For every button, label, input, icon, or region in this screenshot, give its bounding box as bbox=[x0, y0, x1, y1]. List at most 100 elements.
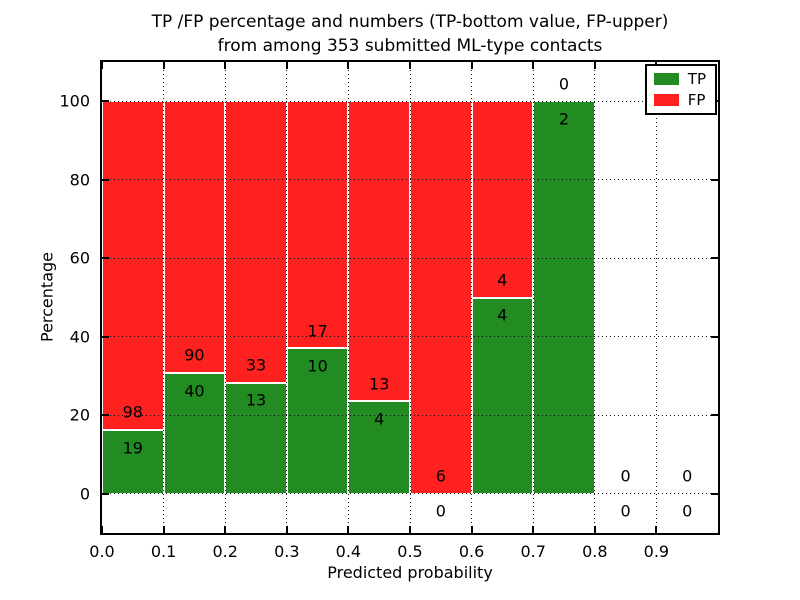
annotation-fp-count-0: 98 bbox=[122, 402, 143, 422]
y-tick-mark-right bbox=[711, 492, 718, 495]
chart-title-line1: TP /FP percentage and numbers (TP-bottom… bbox=[151, 12, 669, 32]
grid-line-x-0.2 bbox=[224, 62, 226, 533]
x-tick-label-0.3: 0.3 bbox=[274, 542, 300, 561]
bar-segment-fp-1 bbox=[163, 101, 226, 373]
x-tick-mark-top bbox=[162, 62, 165, 69]
x-tick-label-0.9: 0.9 bbox=[643, 542, 670, 561]
x-tick-mark-bottom bbox=[347, 526, 350, 533]
annotation-tp-count-8: 0 bbox=[620, 501, 631, 521]
bar-segment-fp-2 bbox=[225, 101, 287, 383]
annotation-tp-count-2: 13 bbox=[245, 390, 267, 410]
grid-line-y-60 bbox=[102, 257, 718, 259]
chart-title-line2: from among 353 submitted ML-type contact… bbox=[217, 36, 603, 56]
grid-line-x-0.6 bbox=[471, 62, 473, 533]
annotation-tp-count-7: 2 bbox=[558, 109, 570, 129]
y-tick-label-60: 60 bbox=[69, 248, 90, 268]
bar-segment-fp-0 bbox=[102, 101, 164, 430]
grid-line-y-100 bbox=[102, 100, 718, 102]
y-tick-mark-left bbox=[102, 492, 109, 495]
annotation-tp-count-6: 4 bbox=[497, 305, 508, 325]
bar-segment-tp-0 bbox=[102, 430, 164, 494]
annotation-tp-count-0: 19 bbox=[122, 438, 143, 458]
legend-label-tp: TP bbox=[687, 70, 706, 88]
y-tick-label-100: 100 bbox=[59, 91, 90, 111]
y-tick-mark-right bbox=[711, 414, 718, 417]
bar-segment-fp-6 bbox=[471, 101, 534, 298]
bar-segment-tp-7 bbox=[533, 101, 595, 494]
bar-segment-fp-3 bbox=[286, 101, 349, 349]
y-tick-mark-left bbox=[102, 335, 109, 338]
grid-line-y-80 bbox=[102, 179, 718, 181]
chart-title: TP /FP percentage and numbers (TP-bottom… bbox=[100, 10, 720, 58]
annotation-fp-count-6: 4 bbox=[497, 270, 508, 290]
y-tick-mark-left bbox=[102, 257, 109, 260]
y-tick-mark-left bbox=[102, 178, 109, 181]
x-axis-label: Predicted probability bbox=[327, 563, 493, 582]
annotation-fp-count-5: 6 bbox=[435, 466, 446, 486]
x-tick-label-0.4: 0.4 bbox=[335, 542, 362, 561]
legend-label-fp: FP bbox=[687, 91, 706, 109]
x-tick-mark-bottom bbox=[409, 526, 411, 533]
x-tick-mark-top bbox=[285, 62, 288, 69]
x-tick-mark-top bbox=[593, 62, 596, 69]
bar-segment-tp-6 bbox=[471, 297, 534, 494]
grid-line-x-0.1 bbox=[163, 62, 165, 533]
x-tick-mark-bottom bbox=[285, 526, 288, 533]
x-tick-mark-bottom bbox=[162, 526, 165, 533]
grid-line-x-0.7 bbox=[532, 62, 534, 533]
bar-segment-fp-4 bbox=[348, 101, 410, 402]
x-tick-label-0.8: 0.8 bbox=[582, 542, 608, 561]
grid-line-x-0.9 bbox=[655, 62, 657, 533]
x-tick-mark-bottom bbox=[224, 526, 227, 533]
x-tick-label-0.7: 0.7 bbox=[520, 542, 546, 561]
grid-line-x-0.5 bbox=[409, 62, 411, 533]
x-tick-mark-top bbox=[224, 62, 227, 69]
y-tick-label-40: 40 bbox=[69, 327, 90, 347]
plot-area: 98 19 90 40 33 13 17 10 13 4 6 0 4 4 0 2 0 0 0 0 bbox=[100, 60, 720, 535]
x-tick-mark-bottom bbox=[655, 526, 658, 533]
x-tick-label-0.5: 0.5 bbox=[397, 542, 423, 561]
annotation-tp-count-1: 40 bbox=[184, 381, 205, 401]
y-tick-mark-left bbox=[102, 100, 109, 103]
y-tick-mark-right bbox=[711, 178, 718, 181]
annotation-tp-count-9: 0 bbox=[682, 501, 693, 521]
x-tick-mark-top bbox=[409, 62, 411, 69]
y-tick-label-80: 80 bbox=[69, 170, 90, 190]
grid-line-x-0.3 bbox=[286, 62, 288, 533]
x-tick-mark-bottom bbox=[101, 526, 103, 533]
annotation-tp-count-5: 0 bbox=[435, 501, 446, 521]
legend-item-fp: FP bbox=[653, 91, 706, 109]
annotation-fp-count-9: 0 bbox=[682, 466, 693, 486]
x-tick-mark-bottom bbox=[470, 526, 473, 533]
legend: TP FP bbox=[644, 64, 717, 115]
x-tick-label-0.6: 0.6 bbox=[458, 542, 485, 561]
annotation-fp-count-2: 33 bbox=[245, 355, 267, 375]
bar-segment-tp-1 bbox=[163, 372, 226, 494]
x-tick-label-0.2: 0.2 bbox=[212, 542, 238, 561]
tp-color-swatch bbox=[653, 73, 679, 85]
annotation-fp-count-8: 0 bbox=[620, 466, 631, 486]
x-tick-mark-top bbox=[532, 62, 535, 69]
y-tick-label-0: 0 bbox=[79, 484, 90, 504]
annotation-fp-count-1: 90 bbox=[184, 345, 205, 365]
y-tick-label-20: 20 bbox=[69, 405, 90, 425]
annotation-fp-count-7: 0 bbox=[558, 74, 570, 94]
y-tick-mark-left bbox=[102, 414, 109, 417]
x-tick-label-0.0: 0.0 bbox=[89, 542, 115, 561]
annotation-tp-count-3: 10 bbox=[307, 356, 328, 376]
grid-line-y-40 bbox=[102, 336, 718, 338]
x-tick-mark-top bbox=[470, 62, 473, 69]
fp-color-swatch bbox=[653, 94, 679, 106]
y-tick-mark-right bbox=[711, 257, 718, 260]
x-tick-mark-bottom bbox=[532, 526, 535, 533]
legend-item-tp: TP bbox=[653, 70, 706, 88]
annotation-fp-count-3: 17 bbox=[307, 321, 328, 341]
x-tick-mark-bottom bbox=[593, 526, 596, 533]
x-tick-mark-top bbox=[347, 62, 350, 69]
annotation-fp-count-4: 13 bbox=[369, 374, 390, 394]
grid-line-x-0.8 bbox=[594, 62, 596, 533]
y-tick-mark-right bbox=[711, 335, 718, 338]
grid-line-y-0 bbox=[102, 493, 718, 495]
bar-segment-fp-5 bbox=[410, 101, 472, 494]
